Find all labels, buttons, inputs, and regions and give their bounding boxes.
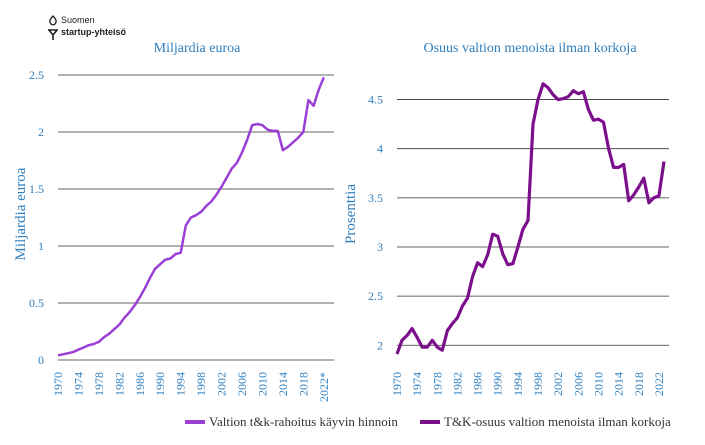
logo-line-2: startup-yhteisö xyxy=(61,27,127,37)
x-tick-label: 1970 xyxy=(390,372,404,396)
logo-line-1: Suomen xyxy=(61,15,95,25)
x-tick-label: 2002 xyxy=(551,372,565,396)
chart-share-x-ticks: 1970 1974 1978 1982 1986 1990 1994 1998 2002 2006… xyxy=(390,372,666,396)
y-tick-label: 2.5 xyxy=(368,289,383,303)
x-tick-label: 2014 xyxy=(276,372,290,396)
x-tick-label: 1990 xyxy=(491,372,505,396)
x-tick-label: 1986 xyxy=(133,372,147,396)
x-tick-label: 2006 xyxy=(235,372,249,396)
x-tick-label: 1978 xyxy=(430,372,444,396)
chart-share: Osuus valtion menoista ilman korkoja Pro… xyxy=(343,41,669,396)
y-tick-label: 0.5 xyxy=(29,296,44,310)
x-tick-label: 1998 xyxy=(531,372,545,396)
x-tick-label: 2002 xyxy=(215,372,229,396)
x-tick-label: 2018 xyxy=(632,372,646,396)
y-tick-label: 3.5 xyxy=(368,191,383,205)
x-tick-label: 2018 xyxy=(296,372,310,396)
y-tick-label: 3 xyxy=(377,240,383,254)
y-tick-label: 2.5 xyxy=(29,68,44,82)
legend-item-share[interactable]: T&K-osuus valtion menoista ilman korkoja xyxy=(420,414,671,430)
legend-label-share: T&K-osuus valtion menoista ilman korkoja xyxy=(444,414,671,429)
y-tick-label: 4 xyxy=(377,142,383,156)
x-tick-label: 2022* xyxy=(317,372,331,402)
x-tick-label: 1978 xyxy=(92,372,106,396)
x-tick-label: 2006 xyxy=(571,372,585,396)
x-tick-label: 1974 xyxy=(410,372,424,396)
chart-share-title: Osuus valtion menoista ilman korkoja xyxy=(423,41,637,56)
x-tick-label: 1998 xyxy=(194,372,208,396)
chart-funding-title: Miljardia euroa xyxy=(154,41,241,56)
y-tick-label: 2 xyxy=(38,125,44,139)
x-tick-label: 1974 xyxy=(71,372,85,396)
startup-logo-icon xyxy=(48,15,58,40)
chart-funding: Miljardia euroa Miljardia euroa 0 0.5 1 1.5… xyxy=(13,41,334,402)
x-tick-label: 1994 xyxy=(174,372,188,396)
chart-funding-y-ticks: 0 0.5 1 1.5 2 2.5 xyxy=(29,68,44,367)
chart-funding-grid xyxy=(58,74,334,361)
chart-share-y-ticks: 2 2.5 3 3.5 4 4.5 xyxy=(368,93,383,353)
legend-item-funding[interactable]: Valtion t&k-rahoitus käyvin hinnoin xyxy=(185,414,398,430)
legend-label-funding: Valtion t&k-rahoitus käyvin hinnoin xyxy=(209,414,398,429)
y-tick-label: 0 xyxy=(38,353,44,367)
y-tick-label: 1 xyxy=(38,239,44,253)
chart-share-grid xyxy=(397,99,669,346)
chart-share-ylabel: Prosenttia xyxy=(343,184,359,244)
x-tick-label: 1986 xyxy=(471,372,485,396)
x-tick-label: 1970 xyxy=(51,372,65,396)
x-tick-label: 1990 xyxy=(153,372,167,396)
legend-swatch-share xyxy=(420,420,440,425)
y-tick-label: 1.5 xyxy=(29,182,44,196)
x-tick-label: 2010 xyxy=(255,372,269,396)
x-tick-label: 1982 xyxy=(112,372,126,396)
x-tick-label: 1994 xyxy=(511,372,525,396)
y-tick-label: 2 xyxy=(377,338,383,352)
legend-swatch-funding xyxy=(185,420,205,425)
series-line-funding xyxy=(57,76,325,357)
x-tick-label: 2014 xyxy=(612,372,626,396)
chart-funding-x-ticks: 1970 1974 1978 1982 1986 1990 1994 1998 2002 2006… xyxy=(51,372,331,402)
series-line-share xyxy=(395,82,666,355)
chart-funding-ylabel: Miljardia euroa xyxy=(13,167,29,260)
x-tick-label: 2010 xyxy=(591,372,605,396)
y-tick-label: 4.5 xyxy=(368,93,383,107)
x-tick-label: 2022 xyxy=(652,372,666,396)
x-tick-label: 1982 xyxy=(450,372,464,396)
